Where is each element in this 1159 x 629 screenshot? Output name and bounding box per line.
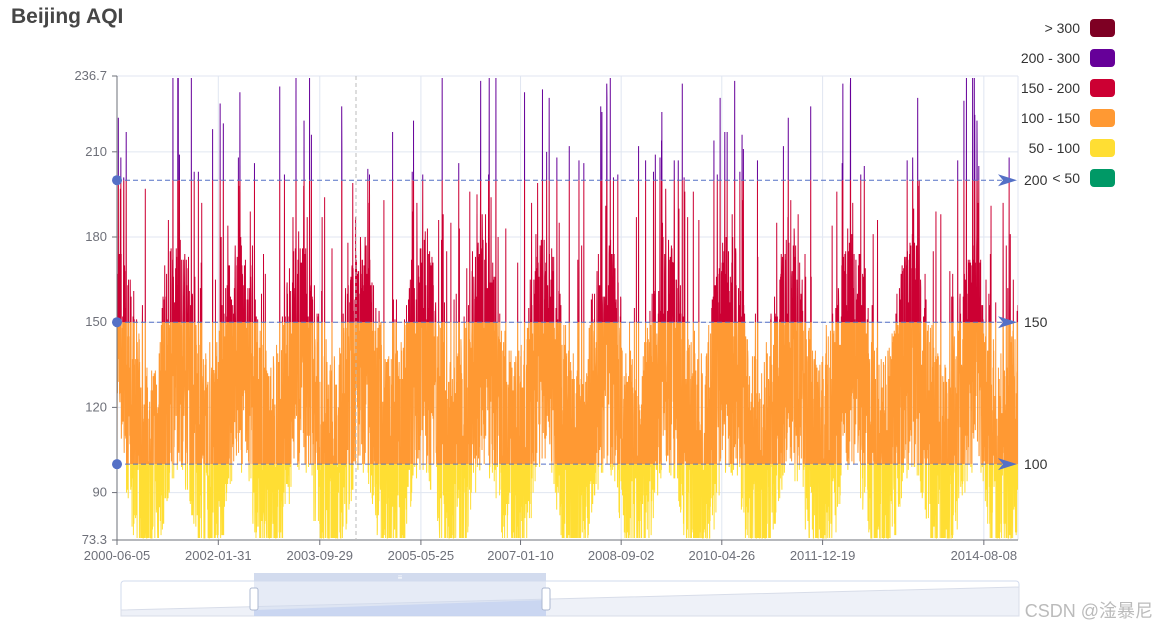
legend-label: 150 - 200 (1020, 80, 1080, 96)
x-tick-label: 2005-05-25 (388, 548, 455, 563)
mark-line-arrow-icon (998, 458, 1017, 471)
mark-line-arrow-icon (998, 174, 1017, 187)
x-tick-label: 2008-09-02 (588, 548, 655, 563)
legend-item[interactable]: 100 - 150 (1021, 108, 1115, 128)
y-tick-label: 180 (85, 229, 107, 244)
mark-line-label: 150 (1024, 314, 1048, 330)
mark-line-start-symbol (112, 317, 122, 328)
legend-label: > 300 (1044, 20, 1080, 36)
legend-label: 50 - 100 (1028, 140, 1080, 156)
data-zoom-slider[interactable]: ≡ (120, 573, 1020, 617)
legend-item[interactable]: 150 - 200 (1021, 78, 1115, 98)
x-tick-label: 2011-12-19 (790, 548, 856, 563)
legend-item[interactable]: 50 - 100 (1029, 138, 1115, 158)
axes: 73.3 90 120 150 180 210 236.7 2000-06-05 2002-01… (74, 68, 1018, 563)
watermark: CSDN @淦暴尼 (1024, 601, 1153, 621)
zoom-move-handle (254, 573, 546, 581)
y-tick-label: 90 (93, 485, 107, 500)
mark-lines: 100 150 200 (112, 172, 1048, 472)
mark-line-arrow-icon (998, 316, 1017, 329)
x-tick-label: 2014-08-08 (951, 548, 1018, 563)
legend-item[interactable]: > 300 (1045, 18, 1115, 38)
legend-item[interactable]: 200 - 300 (1021, 48, 1115, 68)
y-tick-label: 73.3 (82, 532, 107, 547)
legend-label: 200 - 300 (1020, 50, 1080, 66)
zoom-selected-shadow (254, 600, 546, 616)
legend-swatch (1090, 19, 1115, 37)
legend-label: < 50 (1052, 170, 1080, 186)
x-tick-label: 2002-01-31 (185, 548, 252, 563)
series-band-50-100 (117, 464, 1018, 539)
y-tick-label: 150 (85, 314, 107, 329)
x-tick-label: 2000-06-05 (84, 548, 151, 563)
aqi-series (117, 77, 1018, 539)
mark-line-label: 200 (1024, 172, 1048, 188)
legend-swatch (1090, 79, 1115, 97)
series-band-100-150 (117, 322, 1018, 465)
y-tick-label: 236.7 (74, 68, 107, 83)
mark-line-label: 100 (1024, 456, 1048, 472)
zoom-move-grip: ≡ (398, 573, 403, 582)
zoom-handle (541, 587, 551, 611)
legend-swatch (1090, 109, 1115, 127)
y-tick-label: 120 (85, 399, 107, 414)
x-tick-label: 2007-01-10 (487, 548, 554, 563)
x-tick-label: 2003-09-29 (287, 548, 354, 563)
legend-label: 100 - 150 (1020, 110, 1080, 126)
x-tick-label: 2010-04-26 (689, 548, 756, 563)
mark-line-start-symbol (112, 459, 122, 470)
legend-swatch (1090, 169, 1115, 187)
legend-swatch (1090, 49, 1115, 67)
zoom-handle (249, 587, 259, 611)
legend-item[interactable]: < 50 (1052, 168, 1115, 188)
legend-swatch (1090, 139, 1115, 157)
y-tick-label: 210 (85, 144, 107, 159)
chart-title: Beijing AQI (11, 5, 124, 28)
mark-line-start-symbol (112, 175, 122, 186)
